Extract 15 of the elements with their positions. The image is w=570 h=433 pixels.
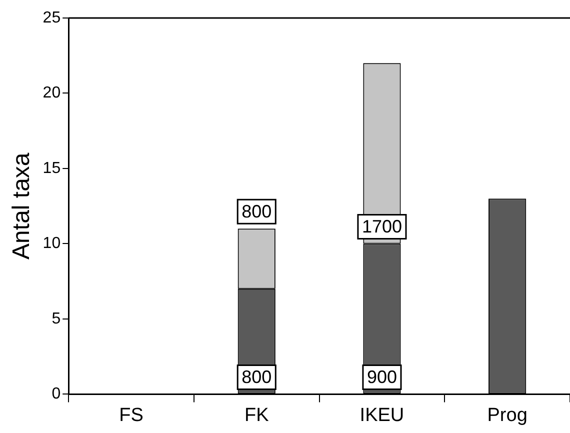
x-tick-label: IKEU: [360, 404, 404, 426]
annotation: 1700: [362, 216, 402, 237]
y-tick-label: 5: [52, 310, 61, 328]
x-tick-label: Prog: [487, 404, 528, 426]
y-tick-label: 25: [42, 9, 61, 26]
y-tick-label: 15: [42, 160, 61, 177]
annotation: 800: [242, 367, 272, 388]
annotation: 800: [242, 202, 272, 222]
y-tick-label: 0: [52, 386, 61, 403]
y-axis-title: Antal taxa: [8, 152, 36, 260]
y-tick-label: 20: [42, 84, 61, 102]
y-tick-label: 10: [42, 235, 61, 252]
x-tick-label: FK: [244, 404, 270, 426]
x-tick-label: FS: [119, 404, 144, 426]
annotation: 900: [366, 367, 397, 388]
